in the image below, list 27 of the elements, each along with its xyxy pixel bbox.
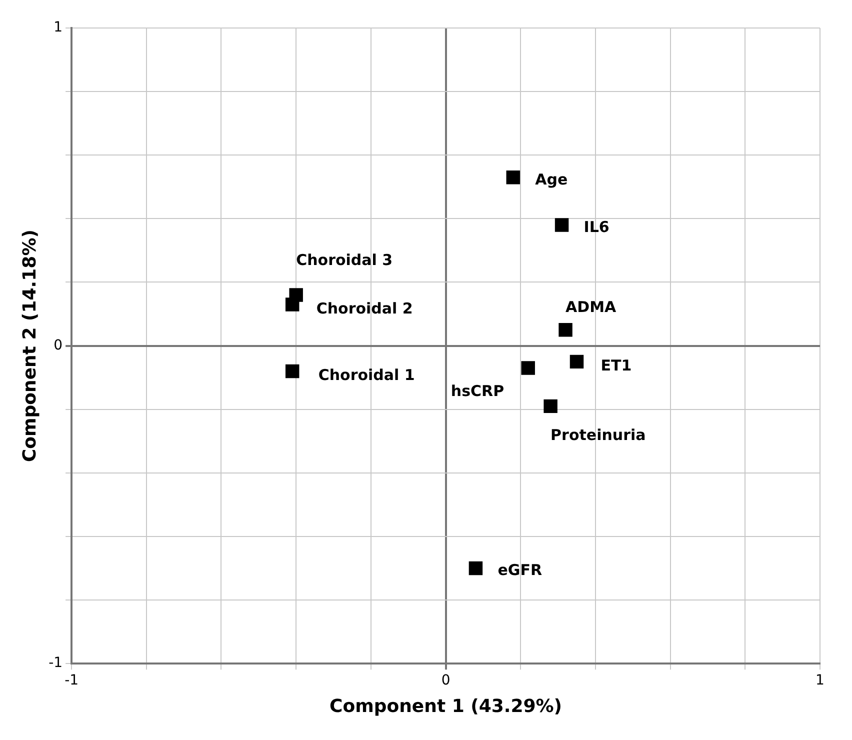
y-axis-title: Component 2 (14.18%)	[19, 230, 40, 462]
point	[285, 364, 300, 378]
annotation: ET1	[600, 356, 632, 375]
point	[554, 218, 569, 232]
annotation: hsCRP	[450, 382, 504, 400]
x-axis-title: Component 1 (43.29%)	[330, 696, 562, 717]
y-tick-label: 0	[54, 337, 63, 354]
y-tick-label: -1	[48, 655, 63, 672]
annotation: Choroidal 2	[316, 299, 413, 318]
annotation: eGFR	[498, 561, 542, 580]
point	[468, 561, 483, 576]
x-tick-label: 0	[441, 672, 450, 689]
point	[558, 323, 572, 337]
annotation: Age	[535, 170, 568, 188]
point	[570, 354, 584, 369]
point	[285, 298, 300, 312]
point	[521, 361, 535, 375]
annotation: ADMA	[566, 298, 617, 316]
y-tick-label: 1	[54, 20, 63, 36]
x-tick-label: 1	[816, 672, 824, 689]
annotation: Choroidal 3	[296, 250, 393, 269]
annotation: IL6	[584, 218, 610, 236]
annotation: Choroidal 1	[318, 366, 415, 384]
annotation: Proteinuria	[550, 426, 646, 444]
point	[506, 170, 520, 184]
x-tick-label: -1	[64, 672, 79, 689]
point	[544, 399, 558, 414]
